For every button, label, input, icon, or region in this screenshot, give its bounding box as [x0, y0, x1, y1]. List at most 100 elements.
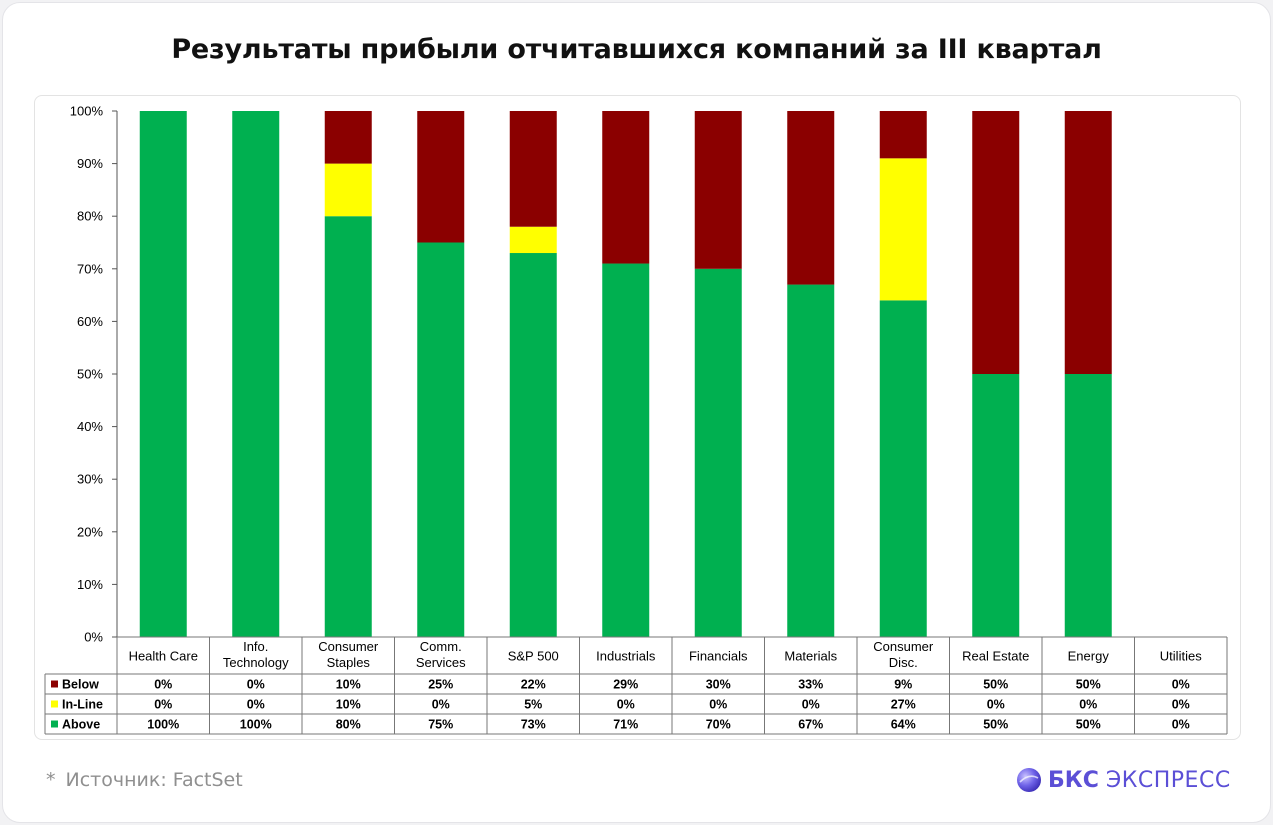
bar-below — [417, 111, 465, 243]
category-label: Industrials — [596, 649, 656, 664]
bar-above — [602, 263, 650, 637]
category-label: Comm. — [420, 639, 462, 654]
y-tick-label: 70% — [77, 261, 103, 276]
chart-frame: 0% 10% 20% 30% 40% 50% 60% 70% 80% 90% 100% Health … — [34, 95, 1241, 740]
category-label: Financials — [689, 649, 748, 664]
y-tick-label: 90% — [77, 156, 103, 171]
brand-name-light: ЭКСПРЕСС — [1105, 767, 1231, 793]
data-label: 0% — [1172, 718, 1190, 732]
data-label: 0% — [1079, 698, 1097, 712]
data-label: 67% — [798, 718, 823, 732]
bar-below — [1064, 111, 1112, 374]
data-label: 25% — [428, 678, 453, 692]
category-label: Materials — [784, 649, 837, 664]
data-label: 75% — [428, 718, 453, 732]
y-tick-label: 80% — [77, 209, 103, 224]
legend-swatch — [51, 700, 58, 708]
source-text: Источник: FactSet — [65, 769, 243, 791]
legend-label: In-Line — [62, 698, 103, 712]
data-label: 70% — [706, 718, 731, 732]
data-label: 0% — [1172, 678, 1190, 692]
data-label: 80% — [336, 718, 361, 732]
legend-label: Above — [62, 718, 100, 732]
bar-above — [1064, 374, 1112, 637]
bar-above — [787, 284, 835, 637]
data-label: 22% — [521, 678, 546, 692]
bar-below — [324, 111, 372, 164]
bar-above — [972, 374, 1020, 637]
bar-above — [232, 111, 280, 637]
y-tick-label: 20% — [77, 524, 103, 539]
category-label: Energy — [1068, 649, 1110, 664]
data-label: 0% — [154, 698, 172, 712]
bar-in-line — [879, 158, 927, 301]
category-label: Utilities — [1160, 649, 1202, 664]
bar-above — [139, 111, 187, 637]
bar-below — [509, 111, 557, 227]
y-tick-label: 10% — [77, 577, 103, 592]
data-label: 100% — [240, 718, 272, 732]
y-tick-label: 50% — [77, 367, 103, 382]
brand-name-strong: БКС — [1048, 767, 1099, 793]
bar-above — [324, 216, 372, 637]
bar-below — [879, 111, 927, 159]
data-label: 50% — [983, 678, 1008, 692]
data-label: 64% — [891, 718, 916, 732]
bar-below — [787, 111, 835, 285]
data-label: 5% — [524, 698, 542, 712]
bks-logo-icon — [1017, 768, 1041, 792]
data-label: 0% — [432, 698, 450, 712]
data-label: 0% — [617, 698, 635, 712]
bar-above — [509, 253, 557, 637]
data-label: 50% — [983, 718, 1008, 732]
category-label: Consumer — [318, 639, 379, 654]
data-label: 100% — [147, 718, 179, 732]
category-label: Disc. — [889, 655, 918, 670]
data-label: 50% — [1076, 678, 1101, 692]
category-label: Real Estate — [962, 649, 1029, 664]
bar-in-line — [509, 226, 557, 254]
category-label: Info. — [243, 639, 268, 654]
bar-above — [879, 300, 927, 637]
data-label: 10% — [336, 698, 361, 712]
legend-label: Below — [62, 678, 99, 692]
footnote-marker: * — [46, 769, 56, 791]
y-tick-label: 0% — [84, 630, 103, 645]
data-label: 0% — [802, 698, 820, 712]
category-label: Technology — [223, 655, 289, 670]
y-tick-label: 100% — [70, 104, 104, 119]
legend-swatch — [51, 680, 58, 688]
y-tick-label: 30% — [77, 472, 103, 487]
data-label: 0% — [709, 698, 727, 712]
category-label: Services — [416, 655, 466, 670]
bar-below — [972, 111, 1020, 374]
page-title: Результаты прибыли отчитавшихся компаний… — [171, 34, 1102, 65]
category-label: Staples — [327, 655, 371, 670]
data-label: 0% — [1172, 698, 1190, 712]
stacked-bar-chart: 0% 10% 20% 30% 40% 50% 60% 70% 80% 90% 100% Health … — [44, 104, 1228, 735]
bar-above — [694, 268, 742, 637]
brand-logo: БКС ЭКСПРЕСС — [1016, 764, 1231, 796]
data-label: 50% — [1076, 718, 1101, 732]
data-label: 33% — [798, 678, 823, 692]
bar-below — [694, 111, 742, 269]
data-label: 0% — [247, 678, 265, 692]
data-label: 29% — [613, 678, 638, 692]
category-label: S&P 500 — [508, 649, 559, 664]
data-label: 30% — [706, 678, 731, 692]
data-label: 0% — [154, 678, 172, 692]
data-label: 27% — [891, 698, 916, 712]
data-label: 0% — [987, 698, 1005, 712]
y-tick-label: 40% — [77, 419, 103, 434]
data-label: 73% — [521, 718, 546, 732]
footnote: * Источник: FactSet — [46, 769, 243, 791]
data-label: 9% — [894, 678, 912, 692]
bar-above — [417, 242, 465, 637]
legend-swatch — [51, 720, 58, 728]
category-label: Health Care — [129, 649, 198, 664]
data-label: 71% — [613, 718, 638, 732]
data-label: 0% — [247, 698, 265, 712]
bar-below — [602, 111, 650, 264]
bar-in-line — [324, 163, 372, 217]
y-tick-label: 60% — [77, 314, 103, 329]
